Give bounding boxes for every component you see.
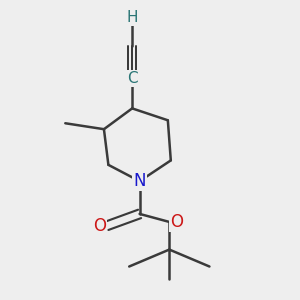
Text: C: C xyxy=(127,71,137,86)
Text: O: O xyxy=(93,217,106,235)
Text: N: N xyxy=(133,172,146,190)
Text: H: H xyxy=(126,10,138,25)
Text: O: O xyxy=(170,213,183,231)
